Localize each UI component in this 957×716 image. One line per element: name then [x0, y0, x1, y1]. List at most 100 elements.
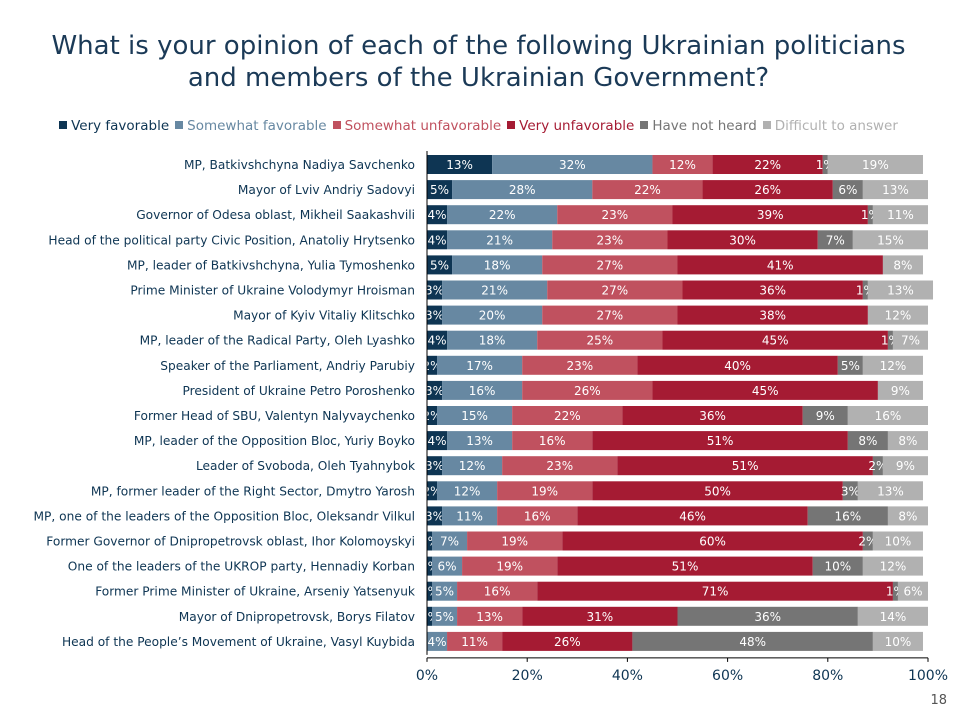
bar-segment [522, 606, 678, 626]
bar-row: Mayor of Kyiv Vitaliy Klitschko 3% 20% 27% 3… [233, 305, 928, 325]
category-label: MP, former leader of the Right Sector, D… [91, 484, 415, 498]
bar-segment [857, 481, 923, 501]
data-label: 19% [862, 158, 889, 172]
legend-item-3: Somewhat unfavorable [332, 118, 501, 134]
data-label: 3% [425, 459, 444, 473]
bar-segment [427, 305, 443, 325]
data-label: 3% [425, 309, 444, 323]
data-label: 6% [903, 585, 922, 599]
data-label: 5% [430, 258, 449, 272]
bar-segment [432, 531, 468, 551]
x-tick-label: 80% [812, 668, 843, 684]
data-label: 16% [835, 509, 862, 523]
bar-segment [847, 406, 928, 425]
data-label: 9% [896, 459, 915, 473]
data-label: 31% [587, 610, 614, 624]
data-label: 12% [885, 309, 912, 323]
data-label: 21% [486, 233, 513, 247]
bar-segment [427, 355, 438, 375]
bar-segment [887, 431, 928, 451]
category-label: MP, leader of the Radical Party, Oleh Ly… [140, 334, 415, 348]
data-label: 3% [425, 284, 444, 298]
data-label: 4% [427, 208, 446, 222]
data-label: 27% [602, 284, 629, 298]
data-label: 21% [481, 284, 508, 298]
data-label: 10% [885, 635, 912, 649]
bar-segment [502, 631, 633, 651]
bar-segment [432, 581, 458, 601]
bar-segment [492, 155, 653, 174]
data-label: 19% [496, 560, 523, 574]
bar-segment [872, 456, 883, 476]
bar-row: MP, Batkivshchyna Nadiya Savchenko 13% 32%… [184, 155, 923, 174]
bar-segment [427, 456, 443, 476]
bar-segment [862, 355, 923, 375]
bar-segment [427, 556, 433, 576]
x-tick-label: 0% [416, 668, 438, 684]
bar-segment [447, 330, 538, 350]
bar-segment [677, 305, 868, 325]
legend-swatch [175, 121, 184, 129]
data-label: 20% [479, 309, 506, 323]
data-label: 3% [841, 484, 860, 498]
data-label: 51% [672, 560, 699, 574]
data-label: 27% [597, 258, 624, 272]
bar-segment [812, 556, 863, 576]
data-label: 38% [759, 309, 786, 323]
bar-segment [457, 606, 523, 626]
data-label: 5% [435, 610, 454, 624]
bar-row: Mayor of Dnipropetrovsk, Borys Filatov 1%… [179, 606, 928, 626]
category-label: Prime Minister of Ukraine Volodymyr Hroi… [130, 284, 415, 298]
bar-segment [542, 305, 678, 325]
bar-segment [882, 456, 928, 476]
bar-segment [652, 380, 878, 400]
data-label: 12% [459, 459, 486, 473]
bar-row: MP, leader of the Opposition Bloc, Yuriy… [134, 431, 928, 451]
data-label: 6% [438, 560, 457, 574]
bar-segment [512, 431, 593, 451]
bar-segment [872, 531, 923, 551]
data-label: 16% [539, 434, 566, 448]
data-label: 15% [461, 409, 488, 423]
bar-segment [867, 305, 928, 325]
bar-row: Head of the People’s Movement of Ukraine… [62, 631, 923, 651]
bar-segment [592, 481, 843, 501]
data-label: 8% [898, 509, 917, 523]
bar-row: MP, one of the leaders of the Opposition… [34, 506, 928, 526]
legend-item-4: Very unfavorable [507, 118, 634, 134]
x-tick-label: 60% [712, 668, 743, 684]
category-label: Former Head of SBU, Valentyn Nalyvaychen… [134, 409, 415, 423]
data-label: 36% [754, 610, 781, 624]
bar-segment [427, 280, 443, 300]
bar-row: MP, leader of the Radical Party, Oleh Ly… [140, 330, 928, 350]
bar-row: Mayor of Lviv Andriy Sadovyi 5% 28% 22% 26% 6… [238, 180, 928, 200]
bar-segment [897, 581, 928, 601]
data-label: 51% [707, 434, 734, 448]
data-label: 45% [762, 334, 789, 348]
category-label: MP, Batkivshchyna Nadiya Savchenko [184, 158, 415, 172]
bar-row: Governor of Odesa oblast, Mikheil Saakas… [136, 205, 928, 225]
bar-segment [442, 280, 548, 300]
data-label: 16% [524, 509, 551, 523]
x-tick-label: 100% [908, 668, 948, 684]
legend-item-6: Difficult to answer [762, 118, 898, 134]
bar-segment [807, 506, 888, 526]
bar-segment [857, 606, 928, 626]
bar-segment [537, 581, 893, 601]
data-label: 13% [476, 610, 503, 624]
data-label: 19% [501, 535, 528, 549]
legend-swatch [507, 121, 516, 129]
data-label: 16% [484, 585, 511, 599]
bar-row: Head of the political party Civic Positi… [48, 230, 928, 250]
bar-segment [502, 456, 618, 476]
bar-segment [457, 581, 538, 601]
data-label: 5% [435, 585, 454, 599]
data-label: 11% [456, 509, 483, 523]
bar-segment [652, 155, 713, 174]
data-label: 16% [875, 409, 902, 423]
bar-segment [867, 280, 934, 300]
bar-segment [447, 631, 503, 651]
bar-segment [862, 531, 873, 551]
data-label: 11% [887, 208, 914, 222]
data-label: 12% [669, 158, 696, 172]
